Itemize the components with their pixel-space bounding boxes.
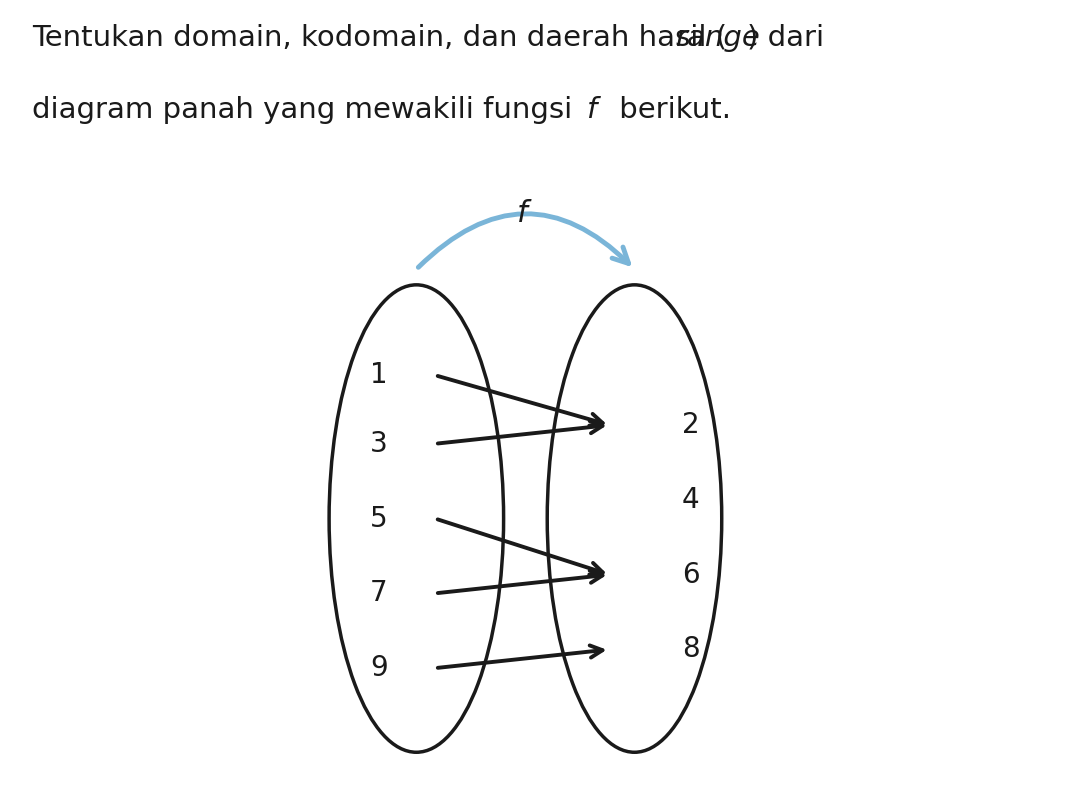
Text: 2: 2 [682, 411, 699, 439]
Text: ) dari: ) dari [747, 24, 823, 52]
Text: 7: 7 [370, 579, 387, 607]
Text: 8: 8 [682, 635, 699, 663]
Text: f: f [517, 199, 528, 228]
Text: Tentukan domain, kodomain, dan daerah hasil (: Tentukan domain, kodomain, dan daerah ha… [32, 24, 727, 52]
Text: 9: 9 [370, 654, 387, 682]
Text: diagram panah yang mewakili fungsi: diagram panah yang mewakili fungsi [32, 96, 582, 124]
FancyArrowPatch shape [419, 214, 629, 268]
Text: 5: 5 [370, 504, 387, 533]
Text: 6: 6 [682, 561, 699, 589]
Text: 3: 3 [370, 430, 387, 458]
Text: 1: 1 [370, 361, 387, 389]
Text: f: f [586, 96, 596, 124]
Text: berikut.: berikut. [610, 96, 731, 124]
Text: range: range [676, 24, 761, 52]
Text: 4: 4 [682, 486, 699, 514]
